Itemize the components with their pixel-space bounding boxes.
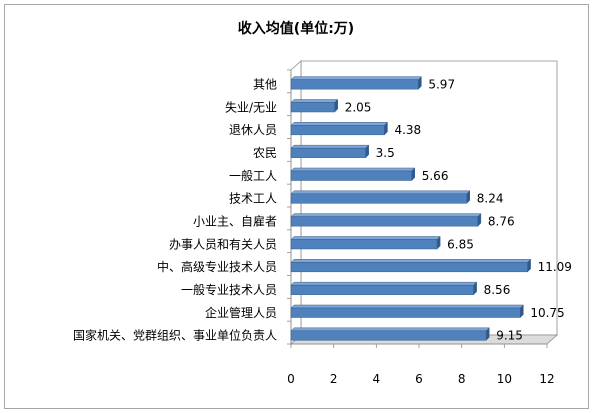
x-axis-ticks: 0 2 4 6 8 10 12 — [287, 344, 555, 386]
x-tick-label: 0 — [287, 372, 295, 386]
bar-front-face — [290, 79, 419, 90]
category-label: 一般专业技术人员 — [181, 282, 277, 297]
bar — [290, 235, 441, 250]
data-label: 9.15 — [496, 329, 523, 343]
bar — [290, 327, 490, 341]
bar-top-face — [290, 144, 370, 149]
x-tick-label: 12 — [539, 372, 554, 386]
bar-top-face — [290, 99, 339, 103]
bar — [290, 213, 482, 227]
category-label: 办事人员和有关人员 — [169, 236, 277, 251]
data-label: 11.09 — [538, 260, 572, 274]
bars-layer — [290, 76, 532, 341]
data-label: 8.56 — [484, 283, 511, 297]
bar-front-face — [290, 239, 438, 250]
category-label: 中、高级专业技术人员 — [157, 259, 277, 274]
bar-end-face — [334, 98, 338, 113]
data-label: 2.05 — [345, 100, 372, 114]
data-label: 5.97 — [428, 77, 455, 91]
bar-top-face — [290, 190, 471, 195]
bar-front-face — [290, 193, 468, 204]
bar-top-face — [290, 304, 524, 309]
bar-front-face — [290, 102, 335, 113]
bar — [290, 144, 370, 159]
bar-end-face — [527, 258, 531, 273]
bar-front-face — [290, 307, 521, 318]
bar — [290, 190, 471, 204]
category-label: 其他 — [253, 77, 277, 91]
bar-end-face — [466, 190, 471, 204]
bar-top-face — [290, 259, 532, 263]
bar-end-face — [436, 235, 441, 250]
bar-front-face — [290, 147, 366, 158]
bar-end-face — [411, 167, 415, 182]
category-label: 技术工人 — [229, 192, 277, 206]
data-label: 4.38 — [394, 123, 421, 137]
bar-front-face — [290, 216, 479, 227]
x-tick-label: 2 — [330, 372, 338, 386]
category-label: 退休人员 — [229, 123, 277, 137]
labels-layer: 5.97 其他 2.05 失业/无业 4.38 退休人员 3.5 农民 5.66 一般工人 8.24… — [73, 77, 572, 342]
bar-end-face — [473, 281, 477, 296]
data-label: 6.85 — [447, 237, 474, 251]
bar-front-face — [290, 262, 528, 273]
bar — [290, 121, 389, 136]
data-label: 3.5 — [376, 146, 395, 160]
bar-top-face — [290, 327, 490, 332]
bar-front-face — [290, 284, 474, 295]
chart-border — [4, 4, 589, 409]
category-label: 失业/无业 — [225, 99, 277, 114]
bar-front-face — [290, 330, 487, 341]
category-label: 小业主、自雇者 — [193, 213, 277, 228]
bar-top-face — [290, 236, 441, 240]
data-label: 10.75 — [530, 306, 564, 320]
bar-end-face — [477, 213, 482, 227]
x-tick-label: 6 — [415, 372, 423, 386]
bar — [290, 258, 532, 273]
bar — [290, 167, 416, 182]
data-label: 5.66 — [422, 169, 449, 183]
bar-end-face — [520, 304, 524, 319]
bar-top-face — [290, 167, 416, 172]
data-label: 8.76 — [488, 214, 515, 228]
x-tick-label: 8 — [458, 372, 466, 386]
data-label: 8.24 — [477, 192, 504, 206]
bar-end-face — [384, 121, 388, 136]
bar-top-face — [290, 213, 482, 217]
x-tick-label: 10 — [497, 372, 512, 386]
bar-front-face — [290, 170, 412, 181]
bar-end-face — [418, 76, 422, 90]
chart-title: 收入均值(单位:万) — [238, 20, 354, 37]
bar-top-face — [290, 122, 389, 126]
bar-front-face — [290, 125, 385, 136]
x-tick-label: 4 — [373, 372, 381, 386]
bar — [290, 98, 339, 113]
category-label: 企业管理人员 — [205, 305, 277, 320]
category-label: 一般工人 — [229, 168, 277, 183]
bar-end-face — [485, 327, 490, 341]
bar-end-face — [365, 144, 369, 159]
bar — [290, 304, 524, 319]
bar — [290, 281, 478, 296]
category-label: 国家机关、党群组织、事业单位负责人 — [73, 328, 277, 343]
category-label: 农民 — [253, 146, 277, 160]
bar — [290, 76, 422, 90]
bar-top-face — [290, 281, 478, 286]
bar-top-face — [290, 76, 422, 80]
